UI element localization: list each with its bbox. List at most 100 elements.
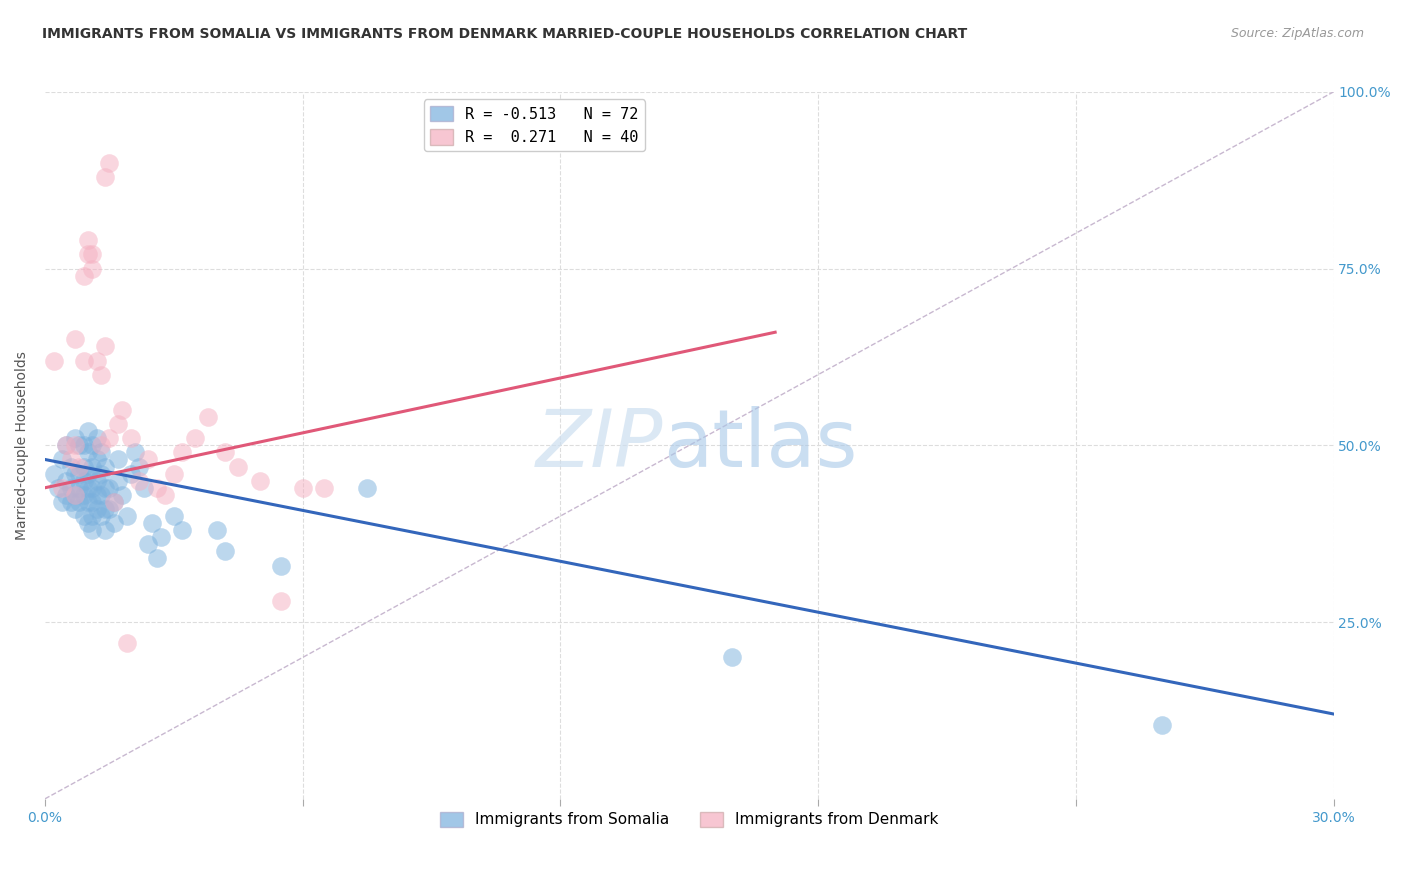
Point [197, 410, 219, 425]
Point [136, 537, 159, 551]
Point [90, 488, 112, 502]
Point [42, 353, 65, 368]
Point [82, 495, 104, 509]
Point [128, 459, 150, 474]
Point [115, 636, 138, 650]
Point [67, 438, 90, 452]
Point [77, 233, 100, 247]
Point [86, 502, 108, 516]
Point [67, 459, 90, 474]
Point [98, 155, 121, 169]
Point [59, 495, 82, 509]
Point [94, 169, 117, 184]
Point [214, 445, 236, 459]
Text: Source: ZipAtlas.com: Source: ZipAtlas.com [1230, 27, 1364, 40]
Point [94, 481, 117, 495]
Point [120, 431, 142, 445]
Point [103, 495, 125, 509]
Point [115, 509, 138, 524]
Point [63, 431, 86, 445]
Point [72, 353, 94, 368]
Point [184, 431, 207, 445]
Point [72, 268, 94, 283]
Point [59, 452, 82, 467]
Point [124, 445, 146, 459]
Point [67, 467, 90, 481]
Point [145, 551, 167, 566]
Point [120, 467, 142, 481]
Point [63, 332, 86, 346]
Point [103, 495, 125, 509]
Point [132, 481, 155, 495]
Text: IMMIGRANTS FROM SOMALIA VS IMMIGRANTS FROM DENMARK MARRIED-COUPLE HOUSEHOLDS COR: IMMIGRANTS FROM SOMALIA VS IMMIGRANTS FR… [42, 27, 967, 41]
Point [136, 452, 159, 467]
Point [141, 516, 163, 530]
Point [82, 523, 104, 537]
Point [82, 261, 104, 276]
Point [163, 509, 186, 524]
Point [90, 445, 112, 459]
Point [107, 417, 129, 431]
Point [77, 495, 100, 509]
Point [51, 481, 73, 495]
Point [67, 481, 90, 495]
Point [94, 339, 117, 353]
Point [226, 459, 249, 474]
Point [94, 502, 117, 516]
Text: ZIP: ZIP [536, 407, 664, 484]
Point [55, 438, 77, 452]
Point [63, 467, 86, 481]
Point [51, 495, 73, 509]
Point [63, 438, 86, 452]
Point [721, 650, 744, 665]
Point [82, 438, 104, 452]
Y-axis label: Married-couple Households: Married-couple Households [15, 351, 30, 540]
Point [270, 558, 292, 573]
Point [111, 488, 134, 502]
Point [90, 438, 112, 452]
Point [59, 481, 82, 495]
Point [94, 523, 117, 537]
Point [86, 474, 108, 488]
Point [72, 474, 94, 488]
Point [314, 481, 336, 495]
Point [55, 474, 77, 488]
Point [42, 467, 65, 481]
Point [145, 481, 167, 495]
Point [1150, 717, 1173, 731]
Point [77, 445, 100, 459]
Point [67, 495, 90, 509]
Point [77, 516, 100, 530]
Point [59, 459, 82, 474]
Point [214, 544, 236, 558]
Point [149, 530, 172, 544]
Point [63, 488, 86, 502]
Point [98, 481, 121, 495]
Point [270, 594, 292, 608]
Point [291, 481, 314, 495]
Point [55, 438, 77, 452]
Point [86, 353, 108, 368]
Point [111, 403, 134, 417]
Point [72, 438, 94, 452]
Point [356, 481, 378, 495]
Point [77, 481, 100, 495]
Point [128, 474, 150, 488]
Point [86, 488, 108, 502]
Point [205, 523, 228, 537]
Point [82, 509, 104, 524]
Point [90, 467, 112, 481]
Point [86, 431, 108, 445]
Point [90, 509, 112, 524]
Point [55, 488, 77, 502]
Text: atlas: atlas [664, 407, 858, 484]
Point [72, 488, 94, 502]
Legend: Immigrants from Somalia, Immigrants from Denmark: Immigrants from Somalia, Immigrants from… [434, 805, 945, 834]
Point [103, 516, 125, 530]
Point [82, 481, 104, 495]
Point [77, 424, 100, 438]
Point [72, 459, 94, 474]
Point [51, 452, 73, 467]
Point [172, 445, 194, 459]
Point [82, 247, 104, 261]
